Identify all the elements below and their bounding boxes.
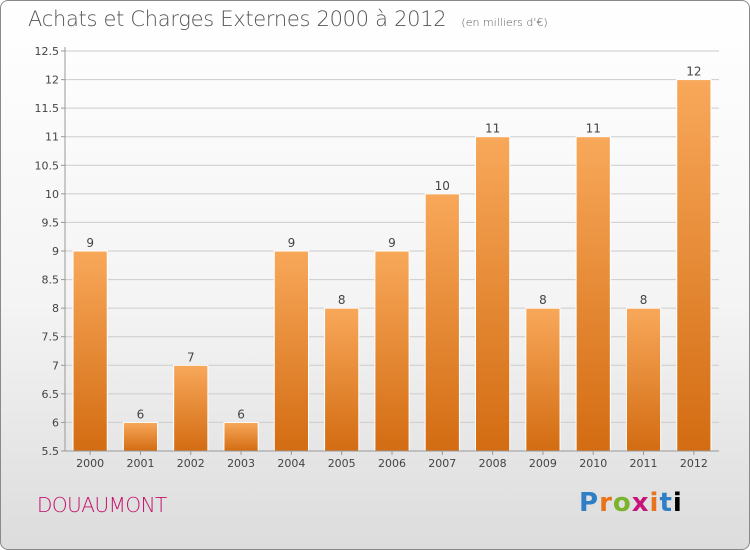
- x-tick-label: 2009: [529, 457, 557, 470]
- data-label: 9: [388, 236, 396, 250]
- bar: [273, 250, 309, 452]
- data-label: 8: [338, 293, 346, 307]
- bar: [374, 250, 410, 452]
- chart-title-line: Achats et Charges Externes 2000 à 2012 (…: [28, 7, 548, 31]
- y-tick-label: 12: [45, 74, 59, 87]
- y-tick-label: 7: [52, 359, 59, 372]
- logo-letter: i: [649, 488, 660, 518]
- x-tick-label: 2007: [428, 457, 456, 470]
- y-tick-label: 12.5: [35, 45, 60, 58]
- y-tick-label: 6.5: [42, 388, 60, 401]
- bar: [424, 193, 460, 452]
- y-tick-label: 11.5: [35, 102, 60, 115]
- bar-layer: 9 6 7 6 9 8 9 10 11 8 11 8 12: [72, 65, 712, 452]
- logo-letter: t: [659, 488, 673, 518]
- x-tick-label: 2012: [680, 457, 708, 470]
- bar: [475, 136, 511, 452]
- x-tick-label: 2000: [76, 457, 104, 470]
- data-label: 9: [288, 236, 296, 250]
- x-tick-label: 2005: [328, 457, 356, 470]
- chart-unit: (en milliers d'€): [461, 16, 548, 29]
- data-label: 7: [187, 350, 195, 364]
- x-tick-label: 2010: [579, 457, 607, 470]
- bar: [625, 307, 662, 452]
- logo-letter: x: [631, 488, 650, 518]
- y-tick-label: 8: [52, 302, 59, 315]
- x-tick-label: 2004: [277, 457, 305, 470]
- y-tick-label: 10.5: [35, 159, 60, 172]
- bar: [676, 79, 712, 452]
- y-tick-label: 5.5: [42, 445, 60, 458]
- x-tick-label: 2008: [479, 457, 507, 470]
- logo-letter: r: [599, 488, 613, 518]
- data-label: 6: [137, 407, 145, 421]
- x-tick-label: 2011: [630, 457, 658, 470]
- bar: [72, 250, 108, 452]
- x-tick-label: 2002: [177, 457, 205, 470]
- logo-letter: P: [579, 488, 600, 518]
- data-label: 10: [435, 179, 450, 193]
- bar: [173, 364, 209, 452]
- data-label: 11: [485, 122, 500, 136]
- bar: [122, 421, 159, 452]
- data-label: 11: [586, 122, 601, 136]
- axis-layer: 5.5 6 6.5 7 7.5 8 8.5 9 9.5 10 10.5 11 11.5 12 12.5 200…: [35, 45, 719, 470]
- y-tick-label: 9.5: [42, 216, 60, 229]
- chart-title: Achats et Charges Externes 2000 à 2012: [28, 7, 447, 31]
- bar: [575, 136, 611, 452]
- y-tick-label: 6: [52, 416, 59, 429]
- data-label: 6: [237, 407, 245, 421]
- y-tick-label: 10: [45, 188, 59, 201]
- y-tick-label: 9: [52, 245, 59, 258]
- bar: [324, 307, 360, 452]
- logo-letter: o: [612, 488, 632, 518]
- y-tick-label: 7.5: [42, 331, 60, 344]
- x-tick-label: 2003: [227, 457, 255, 470]
- bar: [223, 421, 259, 452]
- data-label: 8: [539, 293, 547, 307]
- data-label: 12: [686, 65, 701, 79]
- proxiti-logo: Proxiti: [579, 488, 683, 518]
- y-tick-label: 11: [45, 131, 59, 144]
- y-tick-label: 8.5: [42, 274, 60, 287]
- data-label: 8: [640, 293, 648, 307]
- locality-name: DOUAUMONT: [37, 493, 167, 517]
- data-label: 9: [86, 236, 94, 250]
- logo-letter: i: [672, 488, 683, 518]
- bar: [525, 307, 561, 452]
- x-tick-label: 2001: [126, 457, 154, 470]
- x-tick-label: 2006: [378, 457, 406, 470]
